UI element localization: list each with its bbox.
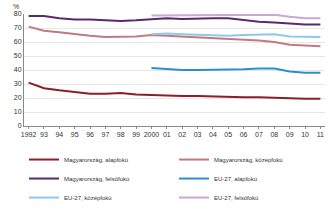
svg-text:10: 10 xyxy=(14,108,22,115)
svg-text:08: 08 xyxy=(270,131,278,138)
svg-text:98: 98 xyxy=(117,131,125,138)
svg-text:03: 03 xyxy=(194,131,202,138)
svg-text:0: 0 xyxy=(18,122,22,129)
svg-text:06: 06 xyxy=(240,131,248,138)
svg-text:2000: 2000 xyxy=(144,131,160,138)
svg-text:Magyarország, alapfokú: Magyarország, alapfokú xyxy=(64,157,128,163)
svg-text:02: 02 xyxy=(178,131,186,138)
svg-text:20: 20 xyxy=(14,94,22,101)
svg-text:80: 80 xyxy=(14,10,22,17)
svg-text:99: 99 xyxy=(132,131,140,138)
svg-text:40: 40 xyxy=(14,66,22,73)
svg-text:50: 50 xyxy=(14,52,22,59)
svg-text:11: 11 xyxy=(317,131,324,138)
svg-text:Magyarország, középfokú: Magyarország, középfokú xyxy=(214,157,283,163)
svg-text:09: 09 xyxy=(286,131,294,138)
svg-text:96: 96 xyxy=(86,131,94,138)
svg-text:05: 05 xyxy=(224,131,232,138)
svg-text:EU-27, felsőfokú: EU-27, felsőfokú xyxy=(214,195,258,201)
svg-text:EU-27, alapfokú: EU-27, alapfokú xyxy=(214,176,257,182)
svg-text:97: 97 xyxy=(101,131,109,138)
svg-text:30: 30 xyxy=(14,80,22,87)
svg-text:10: 10 xyxy=(301,131,309,138)
svg-text:1992: 1992 xyxy=(21,131,37,138)
svg-text:04: 04 xyxy=(209,131,217,138)
svg-text:EU-27, középfokú: EU-27, középfokú xyxy=(64,195,112,201)
svg-text:70: 70 xyxy=(14,24,22,31)
svg-text:01: 01 xyxy=(163,131,171,138)
svg-text:93: 93 xyxy=(40,131,48,138)
svg-text:95: 95 xyxy=(71,131,79,138)
svg-text:94: 94 xyxy=(55,131,63,138)
svg-text:07: 07 xyxy=(255,131,263,138)
svg-text:60: 60 xyxy=(14,38,22,45)
svg-text:%: % xyxy=(13,3,19,10)
svg-text:Magyarország, felsőfokú: Magyarország, felsőfokú xyxy=(64,176,129,182)
